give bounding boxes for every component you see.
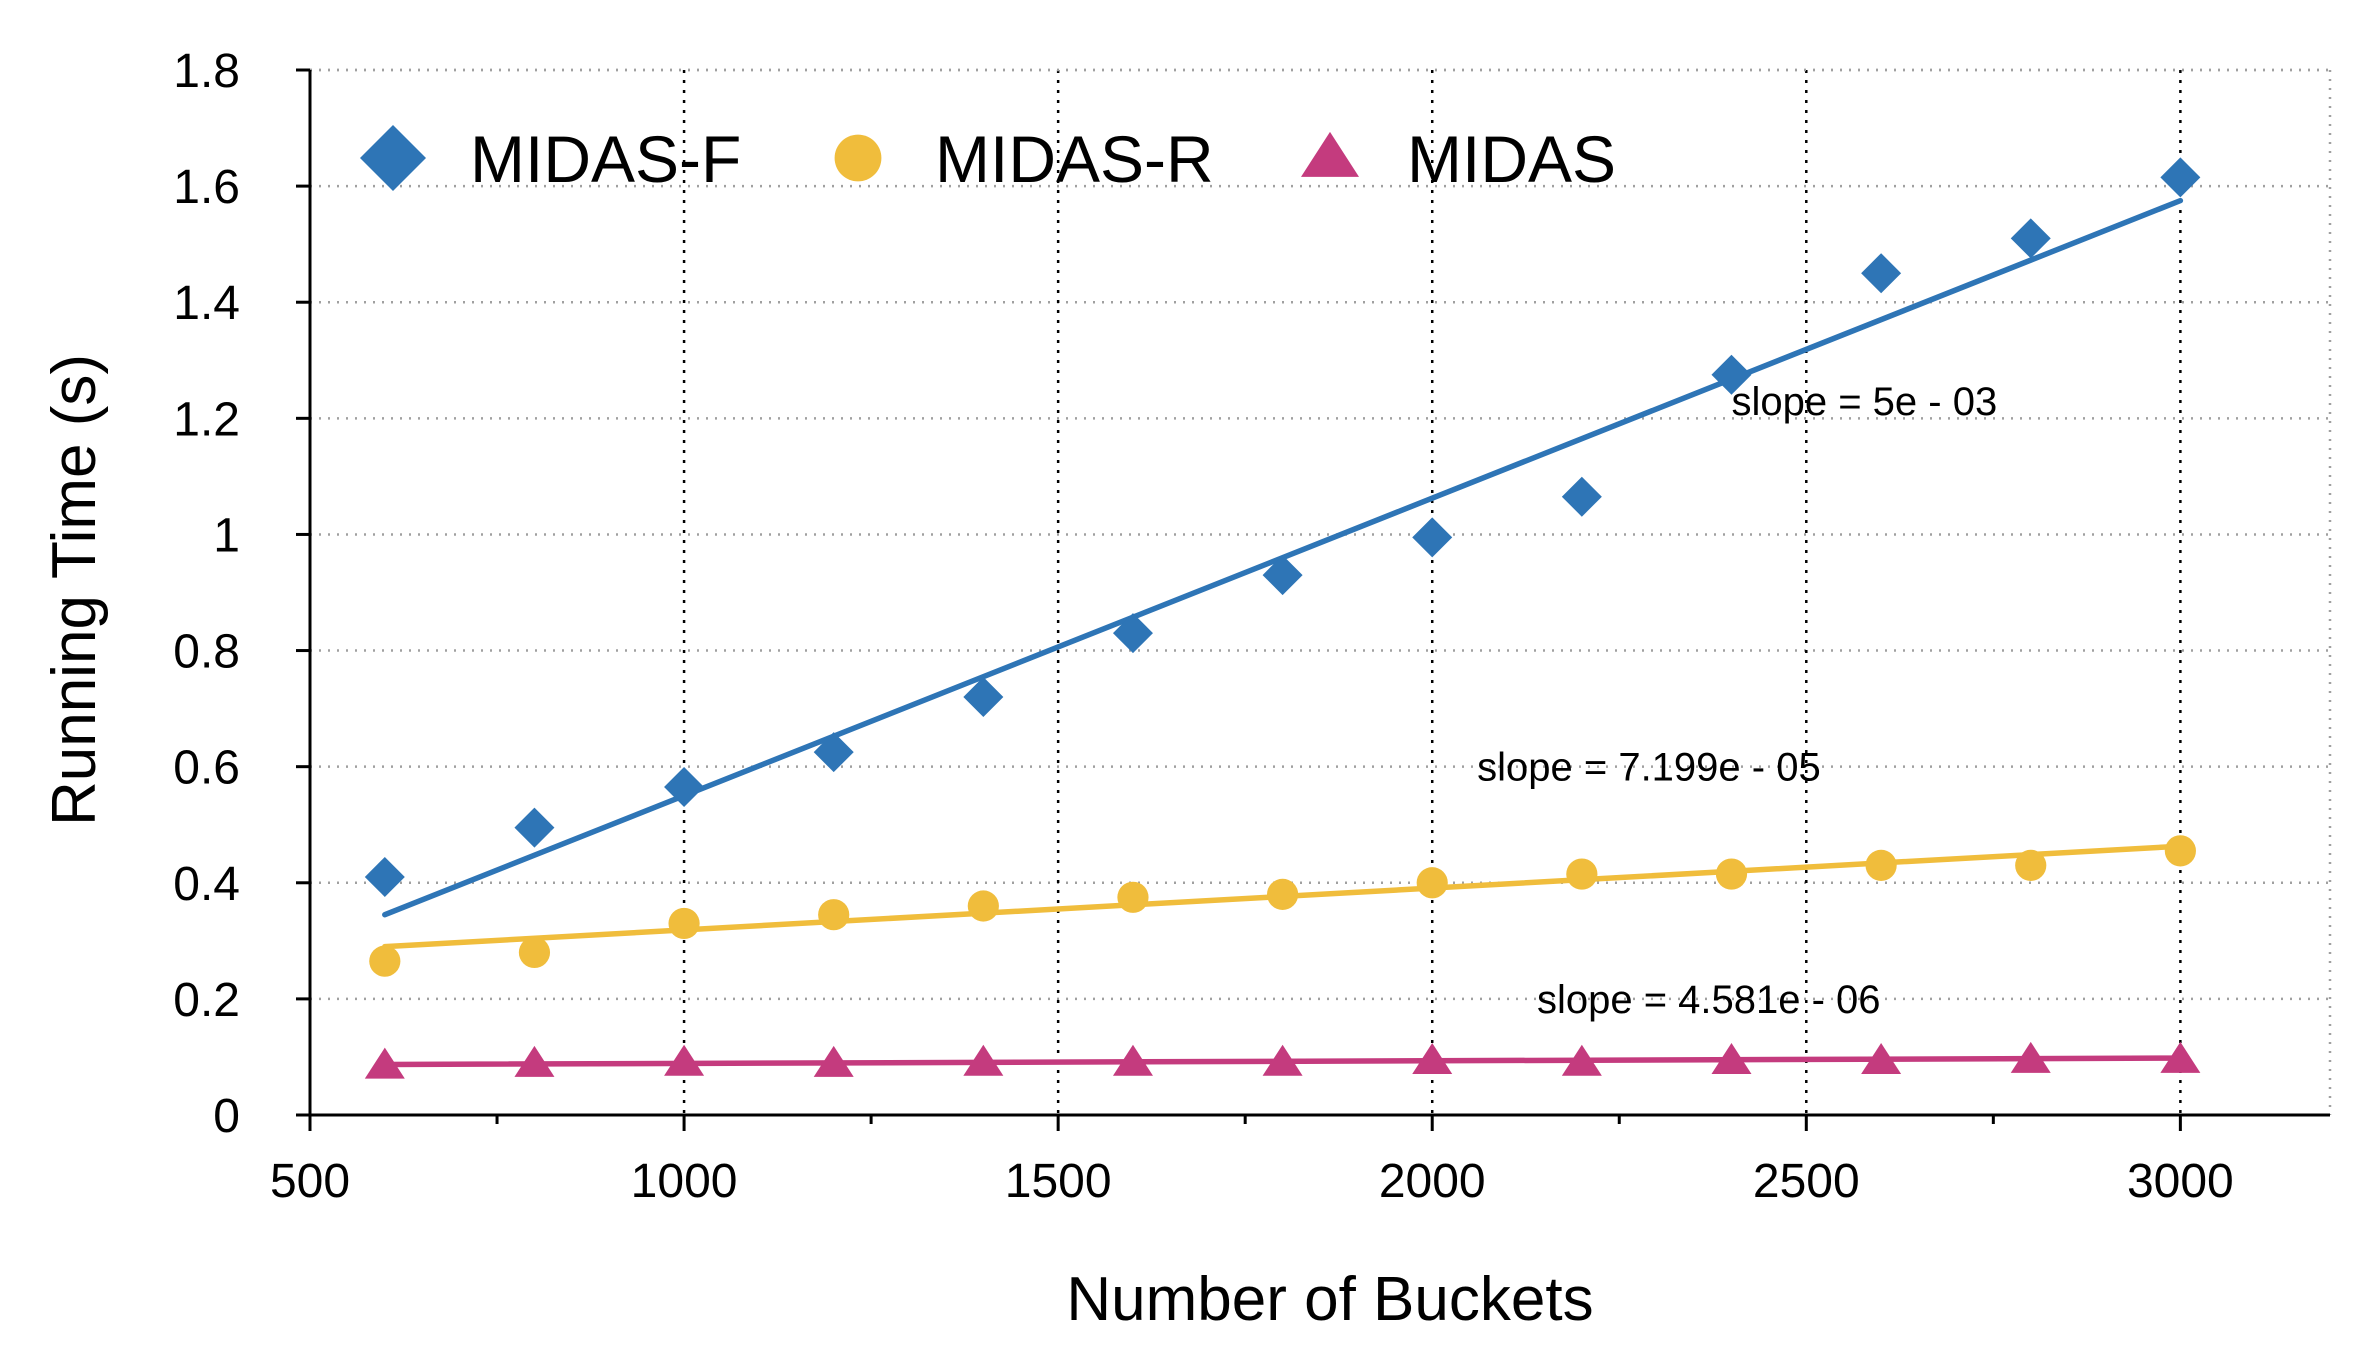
point-midas-f bbox=[2010, 218, 2051, 259]
point-midas-f bbox=[364, 856, 405, 897]
point-midas bbox=[1561, 1044, 1602, 1076]
x-axis-title: Number of Buckets bbox=[1066, 1265, 1593, 1334]
y-tick-label: 1.4 bbox=[173, 277, 240, 330]
legend-marker-midas-f bbox=[360, 125, 426, 191]
ticks: 0 0.2 0.4 0.6 0.8 1 1.2 1.4 1.6 1.8 500 1000 1500 200… bbox=[173, 45, 2233, 1208]
x-tick-label: 1000 bbox=[631, 1155, 738, 1208]
point-midas-f bbox=[514, 807, 555, 848]
point-midas-f bbox=[1112, 613, 1153, 654]
y-tick-label: 0.2 bbox=[173, 974, 240, 1027]
point-midas-r bbox=[668, 907, 700, 940]
legend-marker-midas-r bbox=[834, 134, 882, 182]
legend-label: MIDAS-R bbox=[935, 122, 1214, 196]
y-tick-label: 0.4 bbox=[173, 858, 240, 911]
y-tick-label: 1 bbox=[213, 509, 240, 562]
data-points bbox=[364, 157, 2201, 1079]
point-midas bbox=[364, 1047, 405, 1079]
point-midas bbox=[664, 1044, 705, 1076]
y-tick-label: 1.8 bbox=[173, 45, 240, 98]
point-midas-r bbox=[1566, 858, 1598, 890]
point-midas-f bbox=[1561, 476, 1602, 517]
x-tick-label: 2500 bbox=[1753, 1155, 1860, 1208]
trendlines bbox=[382, 197, 2184, 1068]
point-midas-f bbox=[2160, 157, 2201, 198]
point-midas-f bbox=[1861, 253, 1902, 294]
point-midas bbox=[1861, 1043, 1902, 1075]
point-midas bbox=[2160, 1041, 2201, 1073]
point-midas-r bbox=[818, 899, 850, 931]
point-midas-r bbox=[1715, 858, 1748, 890]
point-midas-r bbox=[369, 945, 401, 977]
y-tick-label: 1.6 bbox=[173, 161, 240, 214]
x-tick-label: 1500 bbox=[1005, 1155, 1112, 1208]
legend-marker-midas bbox=[1301, 131, 1359, 177]
x-tick-label: 3000 bbox=[2127, 1155, 2234, 1208]
point-midas-r bbox=[2164, 835, 2196, 867]
point-midas-r bbox=[518, 936, 551, 969]
y-axis-title: Running Time (s) bbox=[40, 354, 109, 826]
slope-annotation: slope = 7.199e - 05 bbox=[1477, 746, 1821, 790]
point-midas-r bbox=[967, 890, 999, 922]
point-midas-f bbox=[664, 766, 705, 807]
slope-annotation: slope = 5e - 03 bbox=[1731, 380, 1997, 424]
y-tick-label: 1.2 bbox=[173, 393, 240, 446]
slope-annotation: slope = 4.581e - 06 bbox=[1537, 978, 1881, 1022]
y-tick-label: 0.6 bbox=[173, 742, 240, 795]
point-midas bbox=[1412, 1043, 1453, 1075]
point-midas-r bbox=[1117, 881, 1149, 913]
point-midas bbox=[963, 1044, 1004, 1076]
point-midas-r bbox=[2015, 849, 2047, 881]
x-tick-label: 500 bbox=[270, 1155, 350, 1208]
point-midas bbox=[514, 1045, 555, 1077]
grid bbox=[310, 68, 2332, 1115]
legend-label: MIDAS-F bbox=[470, 122, 741, 196]
point-midas bbox=[1262, 1044, 1303, 1076]
point-midas bbox=[2010, 1041, 2051, 1073]
slope-annotations: slope = 5e - 03 slope = 7.199e - 05 slope … bbox=[1477, 380, 1997, 1022]
point-midas bbox=[813, 1045, 854, 1077]
y-tick-label: 0 bbox=[213, 1090, 240, 1143]
point-midas-f bbox=[1711, 354, 1752, 395]
point-midas-r bbox=[1416, 867, 1448, 899]
legend-label: MIDAS bbox=[1407, 122, 1616, 196]
point-midas-r bbox=[1266, 878, 1299, 910]
y-tick-label: 0.8 bbox=[173, 626, 240, 679]
point-midas bbox=[1112, 1044, 1153, 1076]
legend: MIDAS-F MIDAS-R MIDAS bbox=[360, 122, 1616, 196]
point-midas-f bbox=[813, 732, 854, 773]
point-midas-f bbox=[1412, 517, 1453, 558]
point-midas-r bbox=[1865, 849, 1897, 881]
point-midas bbox=[1711, 1043, 1752, 1075]
point-midas-f bbox=[1262, 555, 1303, 596]
point-midas-f bbox=[963, 677, 1004, 717]
x-tick-label: 2000 bbox=[1379, 1155, 1486, 1208]
